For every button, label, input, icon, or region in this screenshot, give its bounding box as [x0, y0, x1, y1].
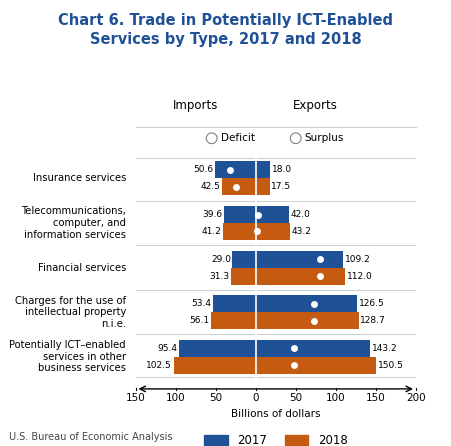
Text: 53.4: 53.4	[191, 299, 211, 308]
Bar	[255, 312, 358, 329]
Bar	[255, 206, 289, 223]
Bar	[255, 223, 290, 240]
Bar	[255, 340, 369, 357]
Bar	[232, 251, 255, 268]
Text: 143.2: 143.2	[371, 344, 397, 353]
Text: 109.2: 109.2	[344, 255, 370, 264]
X-axis label: Billions of dollars: Billions of dollars	[230, 409, 320, 419]
Text: Chart 6. Trade in Potentially ICT-Enabled
Services by Type, 2017 and 2018: Chart 6. Trade in Potentially ICT-Enable…	[58, 13, 393, 47]
Bar	[222, 223, 255, 240]
Text: 102.5: 102.5	[146, 361, 172, 370]
Bar	[230, 268, 255, 285]
Text: Deficit: Deficit	[220, 133, 254, 143]
Bar	[255, 268, 345, 285]
Text: 95.4: 95.4	[157, 344, 177, 353]
Bar	[210, 312, 255, 329]
Text: 56.1: 56.1	[189, 316, 209, 325]
Bar	[179, 340, 255, 357]
Text: Imports: Imports	[173, 99, 218, 112]
Text: 39.6: 39.6	[202, 210, 222, 219]
Text: Surplus: Surplus	[304, 133, 343, 143]
Text: 128.7: 128.7	[359, 316, 385, 325]
Legend: 2017, 2018: 2017, 2018	[199, 429, 351, 446]
Text: 42.0: 42.0	[290, 210, 310, 219]
Bar	[212, 295, 255, 312]
Text: 17.5: 17.5	[271, 182, 291, 191]
Bar	[255, 178, 269, 195]
Bar	[215, 161, 255, 178]
Text: 150.5: 150.5	[377, 361, 403, 370]
Text: U.S. Bureau of Economic Analysis: U.S. Bureau of Economic Analysis	[9, 432, 172, 442]
Text: 126.5: 126.5	[358, 299, 383, 308]
Text: 41.2: 41.2	[201, 227, 221, 236]
Text: 29.0: 29.0	[211, 255, 230, 264]
Bar	[255, 251, 342, 268]
Bar	[255, 295, 356, 312]
Bar	[255, 357, 375, 374]
Text: 112.0: 112.0	[346, 272, 372, 281]
Text: 50.6: 50.6	[193, 165, 213, 174]
Text: Exports: Exports	[293, 99, 337, 112]
Bar	[173, 357, 255, 374]
Bar	[221, 178, 255, 195]
Text: 18.0: 18.0	[271, 165, 291, 174]
Text: 42.5: 42.5	[200, 182, 220, 191]
Text: 31.3: 31.3	[208, 272, 229, 281]
Bar	[255, 161, 270, 178]
Bar	[224, 206, 255, 223]
Text: 43.2: 43.2	[291, 227, 311, 236]
